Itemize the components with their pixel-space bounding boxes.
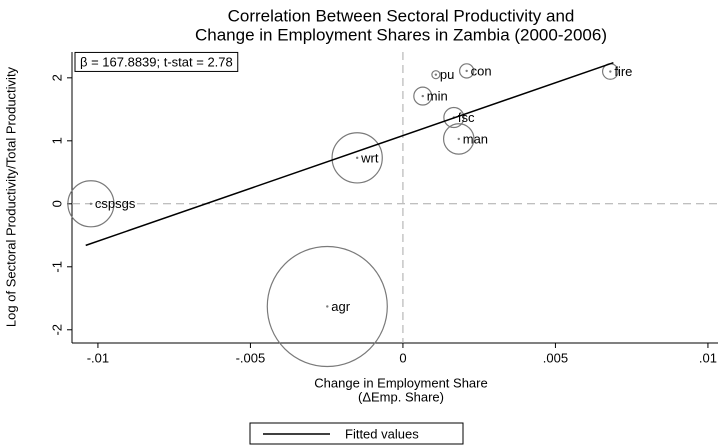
bubble (459, 63, 475, 79)
fitted-line (85, 61, 614, 247)
point-label: min (427, 89, 448, 104)
point-dot (89, 202, 93, 205)
chart-title: Correlation Between Sectoral Productivit… (228, 6, 575, 25)
point-label: cspsgs (95, 196, 136, 211)
x-tick-label: 0 (399, 350, 406, 365)
x-tick-label: .005 (543, 350, 568, 365)
point-dot (421, 94, 424, 98)
point-dot (355, 156, 359, 160)
bubble (266, 245, 388, 368)
point-label: agr (331, 299, 350, 314)
annotation-box (74, 51, 239, 72)
point-label: man (463, 131, 488, 146)
legend-box (249, 422, 464, 445)
bubble (331, 132, 383, 184)
point-dot (609, 70, 612, 73)
chart-title: Change in Employment Shares in Zambia (2… (195, 25, 607, 44)
y-tick-label: -1 (49, 261, 64, 273)
legend-label: Fitted values (345, 426, 419, 441)
point-dot (457, 137, 460, 141)
x-axis-label: Change in Employment Share (314, 375, 487, 390)
point-label: wrt (360, 150, 379, 165)
y-tick-label: -2 (49, 324, 64, 336)
point-label: fire (614, 64, 632, 79)
y-tick-label: 2 (49, 74, 64, 81)
y-tick-label: 1 (49, 137, 64, 144)
bubble (67, 180, 115, 228)
point-label: fsc (458, 110, 475, 125)
point-dot (326, 305, 329, 308)
bubble (431, 70, 441, 80)
x-tick-label: -.005 (236, 350, 266, 365)
bubble (413, 86, 433, 106)
x-tick-label: .01 (699, 350, 717, 365)
y-axis-label: Log of Sectoral Productivity/Total Produ… (3, 66, 18, 327)
point-dot (434, 73, 438, 76)
bubble (442, 123, 475, 155)
bubble (443, 106, 465, 129)
point-label: con (471, 63, 492, 78)
x-tick-label: -.01 (87, 350, 109, 365)
point-dot (465, 69, 468, 73)
point-label: pu (440, 67, 454, 82)
y-tick-label: 0 (49, 200, 64, 207)
x-axis-label: (ΔEmp. Share) (358, 389, 444, 404)
annotation: β = 167.8839; t-stat = 2.78 (80, 54, 233, 69)
